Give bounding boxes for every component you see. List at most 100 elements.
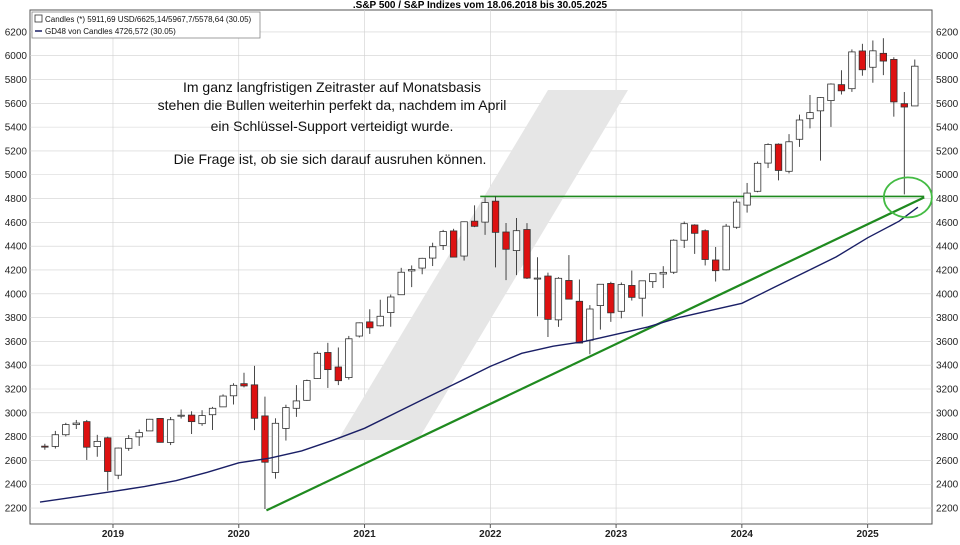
gd48-line — [39, 206, 919, 503]
candle-up — [816, 97, 825, 112]
annotation-line-2: stehen die Bullen weiterhin perfekt da, … — [158, 97, 507, 113]
x-tick-label: 2022 — [479, 529, 502, 540]
y-tick-label-right: 4200 — [936, 265, 959, 276]
y-tick-label: 3400 — [5, 361, 28, 372]
y-tick-label: 2600 — [5, 456, 28, 467]
candle-up — [146, 418, 154, 432]
trendline-line — [265, 196, 925, 512]
y-tick-label-right: 5600 — [936, 99, 959, 110]
y-tick-label-right: 3200 — [936, 385, 959, 396]
candle-down — [187, 414, 196, 423]
y-tick-label: 3600 — [5, 337, 28, 348]
y-tick-label-right: 4600 — [936, 218, 959, 229]
x-axis: 2019 2020 2021 2022 2023 2024 2025 — [102, 524, 879, 540]
candle-down — [575, 300, 584, 344]
candle-up — [397, 271, 405, 296]
overlay-lines — [265, 195, 925, 512]
y-tick-label: 6000 — [5, 51, 28, 62]
candle-up — [408, 269, 416, 272]
candle-up — [743, 192, 751, 206]
legend-swatch-candles — [34, 14, 43, 23]
x-tick-label: 2019 — [102, 529, 125, 540]
candle-down — [701, 230, 709, 260]
candle-up — [387, 296, 395, 313]
candle-up — [313, 352, 322, 379]
y-tick-label: 5600 — [5, 99, 28, 110]
y-tick-label: 2400 — [5, 480, 28, 491]
candle-down — [879, 52, 887, 62]
candle-down — [156, 418, 164, 443]
y-tick-label-right: 3800 — [936, 313, 959, 324]
candle-down — [366, 321, 374, 329]
candle-up — [806, 112, 814, 120]
y-tick-label: 4400 — [5, 242, 28, 253]
y-tick-label: 4000 — [5, 289, 28, 300]
candle-up — [460, 221, 468, 257]
candle-down — [261, 415, 269, 463]
candle-up — [376, 315, 384, 327]
y-tick-label-right: 2200 — [936, 504, 959, 515]
support-highlight-circle — [882, 176, 933, 219]
x-tick-label: 2023 — [605, 529, 628, 540]
candle-up — [670, 239, 678, 273]
candle-down — [324, 352, 332, 371]
candle-up — [198, 415, 206, 425]
y-tick-label: 3200 — [5, 385, 28, 396]
candle-up — [617, 284, 625, 312]
candle-up — [72, 422, 80, 426]
y-tick-label-right: 2600 — [936, 456, 959, 467]
candle-up — [303, 380, 311, 401]
candle-up — [282, 407, 290, 429]
candle-up — [659, 271, 667, 275]
gd48-series — [39, 206, 919, 503]
candle-down — [628, 285, 636, 298]
annotation-line-4: Die Frage ist, ob sie sich darauf ausruh… — [174, 151, 487, 167]
y-tick-label-right: 3600 — [936, 337, 959, 348]
candle-up — [638, 280, 646, 299]
candle-up — [512, 230, 521, 251]
candle-up — [93, 440, 101, 447]
candle-up — [764, 144, 772, 164]
candle-up — [429, 246, 437, 259]
candle-up — [135, 432, 143, 438]
candle-down — [449, 230, 458, 258]
chart-title: .S&P 500 / S&P Indizes vom 18.06.2018 bi… — [353, 0, 608, 11]
candle-up — [911, 65, 919, 107]
watermark-logo — [338, 90, 628, 440]
candle-up — [554, 277, 563, 321]
candle-down — [837, 84, 846, 92]
legend: Candles (*) 5911,69 USD/6625,14/5967,7/5… — [31, 11, 261, 39]
candle-up — [795, 119, 804, 140]
candle-up — [114, 447, 122, 476]
y-tick-label-right: 4800 — [936, 194, 959, 205]
y-tick-label-right: 4000 — [936, 289, 959, 300]
candle-up — [586, 308, 594, 341]
x-tick-label: 2024 — [731, 529, 754, 540]
candle-up — [208, 407, 217, 416]
y-tick-label: 3000 — [5, 408, 28, 419]
y-tick-label: 5200 — [5, 146, 28, 157]
y-tick-label-right: 4400 — [936, 242, 959, 253]
candle-up — [355, 322, 363, 337]
candle-up — [166, 419, 175, 443]
candle-up — [271, 422, 280, 473]
candle-down — [691, 224, 699, 234]
y-tick-label: 5800 — [5, 75, 28, 86]
y-tick-label-right: 5400 — [936, 123, 959, 134]
candle-up — [177, 414, 185, 417]
y-tick-label-right: 6200 — [936, 27, 959, 38]
candle-down — [858, 50, 867, 71]
candle-up — [732, 201, 741, 228]
candle-up — [785, 141, 793, 172]
candle-down — [83, 421, 91, 448]
candle-up — [292, 400, 301, 409]
candle-up — [533, 277, 542, 280]
y-tick-label: 3800 — [5, 313, 28, 324]
candle-down — [250, 384, 259, 419]
y-tick-label: 6200 — [5, 27, 28, 38]
y-tick-label: 4800 — [5, 194, 28, 205]
legend-label-candles: Candles (*) 5911,69 USD/6625,14/5967,7/5… — [45, 15, 252, 24]
candle-down — [544, 275, 552, 320]
candle-down — [104, 437, 112, 472]
